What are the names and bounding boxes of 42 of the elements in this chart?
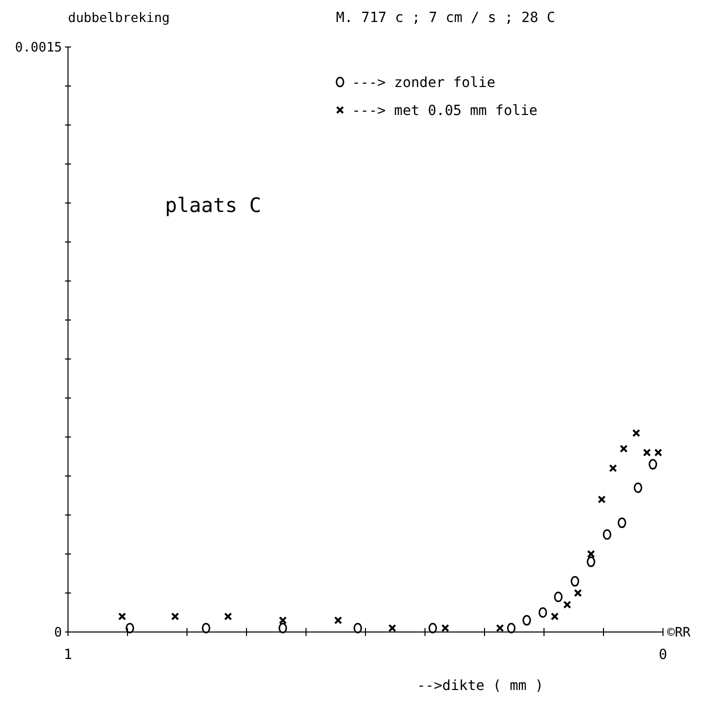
point (522, 615, 531, 626)
point (598, 495, 606, 504)
legend-label: ---> met 0.05 mm folie (352, 102, 538, 119)
point (586, 556, 596, 568)
chart-title: M. 717 c ; 7 cm / s ; 28 C (336, 10, 556, 26)
point (428, 622, 437, 634)
point (642, 448, 651, 457)
text: ©RR (667, 626, 691, 641)
point (587, 550, 596, 558)
y-axis-title: dubbelbreking (68, 11, 170, 26)
point (278, 616, 287, 624)
point (609, 464, 618, 472)
annotation: plaats C (165, 193, 262, 217)
y-tick-label: 0.0015 (15, 40, 62, 56)
point (171, 612, 180, 620)
point (538, 607, 548, 618)
point (574, 589, 582, 597)
point (334, 616, 342, 624)
point (554, 592, 563, 602)
point (648, 459, 658, 470)
point (550, 612, 559, 620)
point (441, 624, 450, 632)
point (618, 518, 626, 528)
point (388, 624, 396, 632)
point (118, 612, 126, 620)
point (634, 482, 642, 493)
point (278, 622, 288, 634)
x-tick-label: 1 (64, 647, 72, 663)
point (632, 429, 640, 438)
point (563, 600, 572, 609)
point (507, 622, 516, 634)
x-axis-title: -->dikte ( mm ) (417, 678, 544, 694)
point (602, 529, 612, 540)
point (126, 622, 134, 634)
point (496, 624, 504, 632)
point (570, 576, 580, 587)
point (620, 444, 628, 453)
point (654, 448, 662, 457)
point (202, 622, 210, 634)
legend-label: ---> zonder folie (352, 74, 496, 91)
point (224, 612, 232, 620)
point (354, 622, 362, 634)
